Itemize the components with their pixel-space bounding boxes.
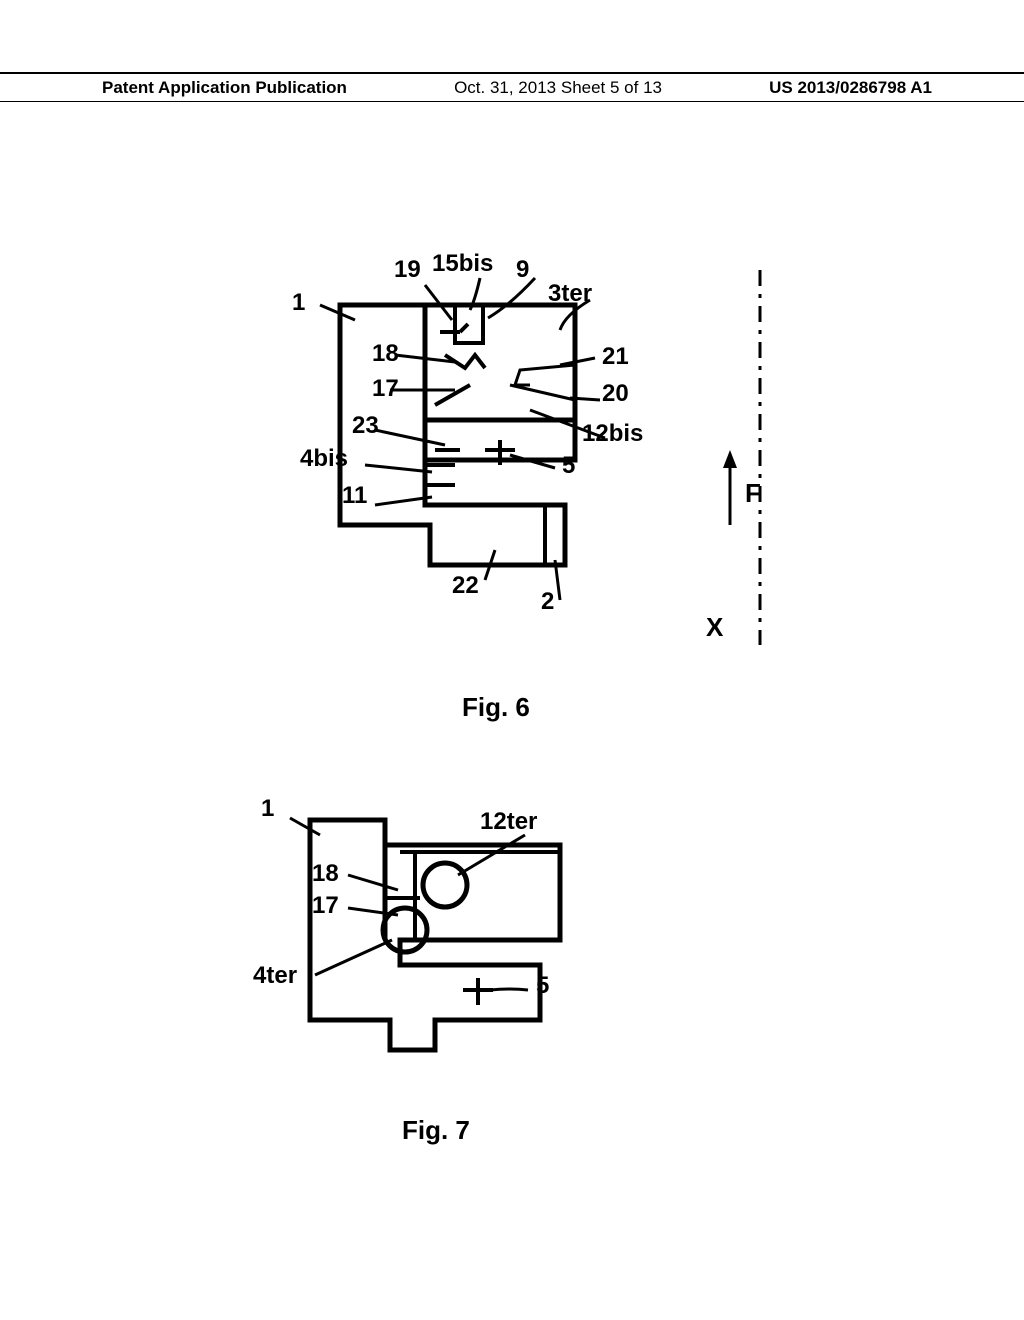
fig6-label-17: 17	[372, 375, 399, 403]
fig6-label-4bis: 4bis	[300, 445, 348, 473]
fig6-axis-F: F	[745, 478, 761, 509]
fig6-svg	[260, 250, 860, 670]
fig7-caption: Fig. 7	[402, 1115, 470, 1146]
figure-area: 1 19 15bis 9 3ter 18 21 17 20 23 12bis 4…	[0, 0, 1024, 1320]
fig6-label-9: 9	[516, 256, 529, 284]
fig7-svg	[220, 790, 640, 1090]
fig7-label-18: 18	[312, 860, 339, 888]
fig7-label-4ter: 4ter	[253, 962, 297, 990]
fig6-label-22: 22	[452, 572, 479, 600]
fig7-label-12ter: 12ter	[480, 808, 537, 836]
fig6-label-18: 18	[372, 340, 399, 368]
fig6-label-12bis: 12bis	[582, 420, 643, 448]
fig6-label-1: 1	[292, 289, 305, 317]
fig6-axis-X: X	[706, 612, 723, 643]
fig6-label-23: 23	[352, 412, 379, 440]
fig6-label-20: 20	[602, 380, 629, 408]
fig6-label-5: 5	[562, 452, 575, 480]
fig6-label-11: 11	[342, 482, 367, 510]
fig6-label-21: 21	[602, 343, 629, 371]
fig6-caption: Fig. 6	[462, 692, 530, 723]
fig7-label-1: 1	[261, 795, 274, 823]
fig7-label-5: 5	[536, 972, 549, 1000]
fig6-label-2: 2	[541, 588, 554, 616]
fig6-label-3ter: 3ter	[548, 280, 592, 308]
fig6-label-15bis: 15bis	[432, 250, 493, 278]
fig7-label-17: 17	[312, 892, 339, 920]
fig6-label-19: 19	[394, 256, 421, 284]
